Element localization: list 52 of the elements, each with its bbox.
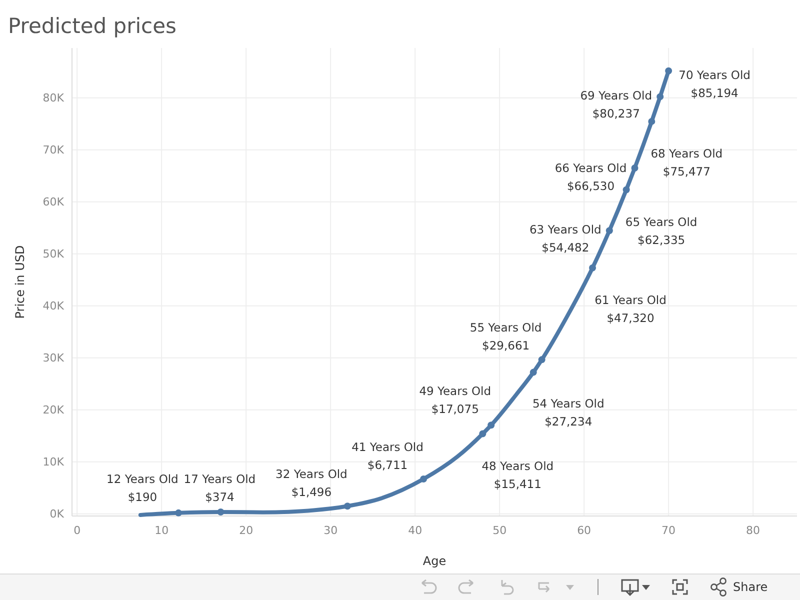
data-label: 66 Years Old $66,530 bbox=[554, 160, 627, 193]
y-tick-label: 60K bbox=[42, 195, 65, 208]
point bbox=[344, 502, 351, 510]
data-label: 55 Years Old $29,661 bbox=[470, 320, 542, 353]
data-label: 61 Years Old $47,320 bbox=[594, 292, 666, 325]
point bbox=[606, 227, 613, 234]
x-tick-label: 40 bbox=[408, 524, 422, 537]
x-tick-label: 0 bbox=[74, 524, 81, 537]
point bbox=[217, 508, 224, 516]
point bbox=[648, 118, 656, 125]
x-tick-label: 60 bbox=[577, 524, 592, 537]
x-tick-label: 50 bbox=[492, 524, 507, 537]
x-tick-label: 70 bbox=[662, 524, 676, 537]
point bbox=[488, 422, 495, 429]
point bbox=[622, 186, 630, 194]
data-label: 17 Years Old $374 bbox=[184, 472, 256, 504]
point bbox=[174, 509, 182, 516]
data-label: 70 Years Old $85,194 bbox=[678, 68, 750, 100]
x-tick-label: 30 bbox=[324, 524, 338, 537]
point bbox=[589, 264, 596, 272]
y-tick-label: 50K bbox=[42, 247, 65, 260]
point bbox=[631, 164, 638, 172]
point bbox=[665, 67, 672, 74]
data-label: 63 Years Old $54,482 bbox=[529, 222, 602, 255]
y-tick-label: 0K bbox=[50, 507, 65, 520]
y-tick-label: 40K bbox=[42, 299, 65, 312]
point bbox=[479, 430, 486, 438]
data-label: 68 Years Old $75,477 bbox=[650, 146, 723, 178]
data-label: 65 Years Old $62,335 bbox=[625, 214, 698, 247]
data-label: 12 Years Old $190 bbox=[106, 472, 178, 504]
data-label: 69 Years Old $80,237 bbox=[580, 88, 652, 121]
y-tick-label: 20K bbox=[42, 403, 65, 416]
y-tick-label: 70K bbox=[42, 143, 65, 156]
chart-title: Predicted prices bbox=[8, 14, 176, 38]
y-tick-label: 80K bbox=[42, 91, 65, 104]
data-label: 32 Years Old $1,496 bbox=[276, 467, 348, 500]
point bbox=[420, 476, 428, 483]
y-tick-label: 10K bbox=[42, 455, 65, 468]
text: Share bbox=[733, 580, 768, 594]
data-label: 48 Years Old $15,411 bbox=[482, 458, 554, 491]
point bbox=[538, 356, 546, 364]
data-label: 49 Years Old $17,075 bbox=[419, 384, 492, 416]
point bbox=[530, 368, 537, 376]
x-axis-title: Age bbox=[422, 554, 446, 568]
y-tick-label: 30K bbox=[42, 351, 65, 364]
x-tick-label: 80 bbox=[746, 524, 760, 537]
y-axis-title: Price in USD bbox=[13, 245, 27, 319]
data-label: 41 Years Old $6,711 bbox=[352, 440, 424, 472]
point bbox=[656, 93, 664, 100]
x-tick-label: 10 bbox=[154, 524, 169, 537]
x-tick-label: 20 bbox=[239, 524, 254, 537]
data-label: 54 Years Old $27,234 bbox=[532, 396, 604, 428]
